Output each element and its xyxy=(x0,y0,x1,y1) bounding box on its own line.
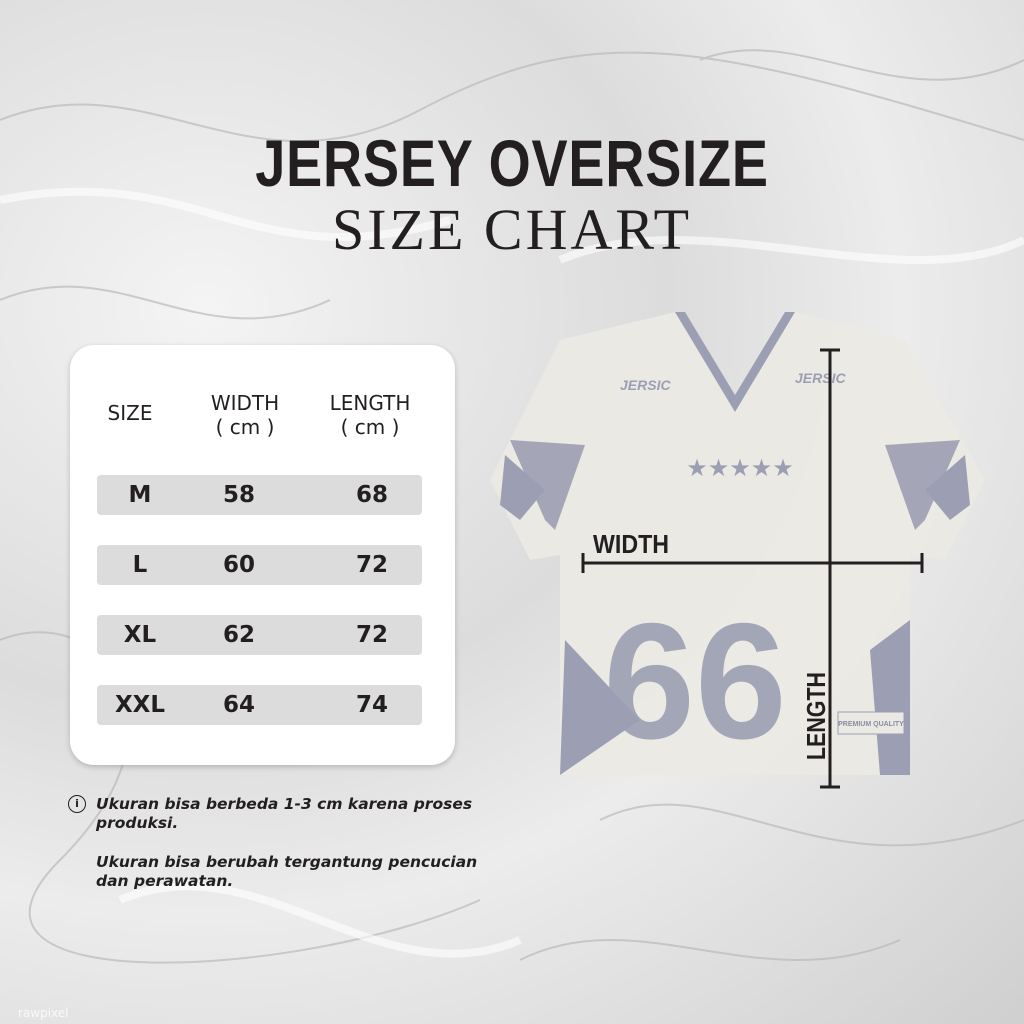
length-cell: 72 xyxy=(355,552,388,578)
column-header-width: WIDTH( cm ) xyxy=(210,391,280,439)
size-cell: L xyxy=(132,552,148,578)
width-cell: 60 xyxy=(222,552,255,578)
quality-tag-text: PREMIUM QUALITY xyxy=(838,721,904,728)
size-cell: XXL xyxy=(114,692,166,718)
info-icon: i xyxy=(68,795,86,813)
length-cell: 68 xyxy=(355,482,388,508)
jersey-collar xyxy=(675,312,795,412)
jersey-number: 66 xyxy=(603,589,787,773)
brand-logo-left: JERSIC xyxy=(620,377,671,393)
size-cell: XL xyxy=(123,622,157,648)
width-cell: 58 xyxy=(222,482,255,508)
size-table: SIZE WIDTH( cm ) LENGTH( cm ) M 58 68 L … xyxy=(70,345,455,765)
length-cell: 74 xyxy=(355,692,388,718)
table-row: XL 62 72 xyxy=(97,615,422,655)
width-cell: 64 xyxy=(222,692,255,718)
note-production: Ukuran bisa berbeda 1-3 cm karena proses… xyxy=(96,795,473,832)
note-washing: Ukuran bisa berubah tergantung pencucian… xyxy=(96,853,478,890)
subtitle: SIZE CHART xyxy=(331,197,693,262)
table-row: XXL 64 74 xyxy=(97,685,422,725)
sleeve-stripes xyxy=(500,440,970,775)
watermark: rawpixel xyxy=(18,1006,69,1020)
table-row: M 58 68 xyxy=(97,475,422,515)
table-row: L 60 72 xyxy=(97,545,422,585)
stars-row: ★★★★★ xyxy=(686,454,794,482)
width-label: WIDTH xyxy=(593,529,669,559)
title: JERSEY OVERSIZE xyxy=(255,126,769,200)
column-header-length: LENGTH( cm ) xyxy=(329,391,411,439)
column-header-size: SIZE xyxy=(107,401,153,425)
width-cell: 62 xyxy=(222,622,255,648)
size-cell: M xyxy=(128,482,152,508)
width-measure-line xyxy=(581,553,924,573)
brand-logo-right: JERSIC xyxy=(795,370,846,386)
length-label: LENGTH xyxy=(801,672,831,760)
length-cell: 72 xyxy=(355,622,388,648)
quality-tag xyxy=(837,711,905,735)
length-measure-line xyxy=(820,348,840,789)
jersey-body xyxy=(490,312,985,775)
